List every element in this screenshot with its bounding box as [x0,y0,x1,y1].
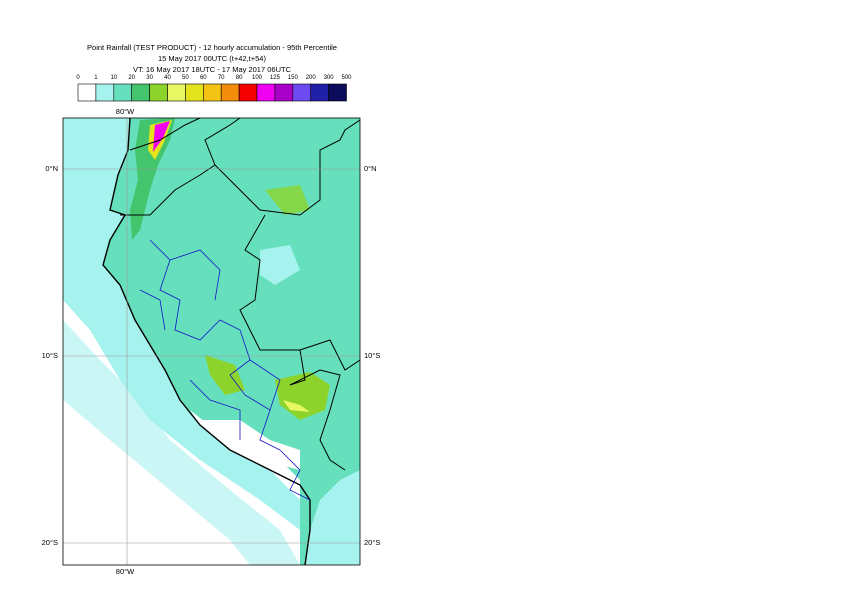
colorbar-label: 125 [270,75,281,81]
colorbar-label: 150 [288,75,299,81]
colorbar-box [95,83,115,102]
rain-area [265,185,310,215]
colorbar-box [274,83,294,102]
colorbar-box [77,83,97,102]
map-frame [62,117,361,566]
lat-label: 10°S [42,351,58,360]
colorbar-box [292,83,311,102]
coastline [102,118,311,565]
dry-area [200,420,300,470]
lat-label: 0°N [45,164,58,173]
colorbar-label: 20 [128,75,135,81]
colorbar-label: 200 [306,75,317,81]
colorbar-box [131,83,150,102]
colorbar-box [238,83,258,102]
colorbar-box [310,83,329,102]
colorbar-label: 100 [252,75,263,81]
titles: Point Rainfall (TEST PRODUCT) - 12 hourl… [87,43,337,74]
colorbar-label: 60 [200,75,207,81]
lat-label: 20°S [42,538,58,547]
colorbar-label: 40 [164,75,171,81]
title-line: 15 May 2017 00UTC (t+42,t+54) [158,54,266,63]
colorbar-box [167,83,186,102]
colorbar-box [203,83,222,102]
lat-label: 0°N [364,164,377,173]
title-line: VT: 16 May 2017 18UTC - 17 May 2017 06UT… [133,65,292,74]
colorbar-label: 80 [236,75,243,81]
colorbar-box [220,83,240,102]
colorbar-label: 30 [146,75,153,81]
colorbar-label: 500 [341,75,352,81]
colorbar-label: 70 [218,75,225,81]
colorbar-box [256,83,276,102]
lon-label: 80°W [116,567,135,576]
colorbar-label: 50 [182,75,189,81]
title-line: Point Rainfall (TEST PRODUCT) - 12 hourl… [87,43,337,52]
lon-label: 80°W [116,107,135,116]
rain-area [130,118,175,240]
colorbar-label: 10 [110,75,117,81]
lat-label: 20°S [364,538,380,547]
rain-area [283,400,310,412]
country-border [120,118,360,471]
rain-area [153,121,170,152]
colorbar-box [149,83,168,102]
dry-area [63,400,250,565]
colorbar-box [185,83,204,102]
colorbar-label: 1 [94,75,98,81]
colorbar-label: 0 [76,75,80,81]
colorbar-box [328,83,347,102]
colorbar-box [113,83,133,102]
rain-area [205,355,245,395]
light-area [260,245,300,285]
colorbar-label: 300 [324,75,335,81]
map [63,118,360,565]
region-border [139,239,311,501]
colorbar: 0 1 10 20 30 40 50 60 70 80 100 125 150 200 300 500 [76,75,352,102]
lat-label: 10°S [364,351,380,360]
